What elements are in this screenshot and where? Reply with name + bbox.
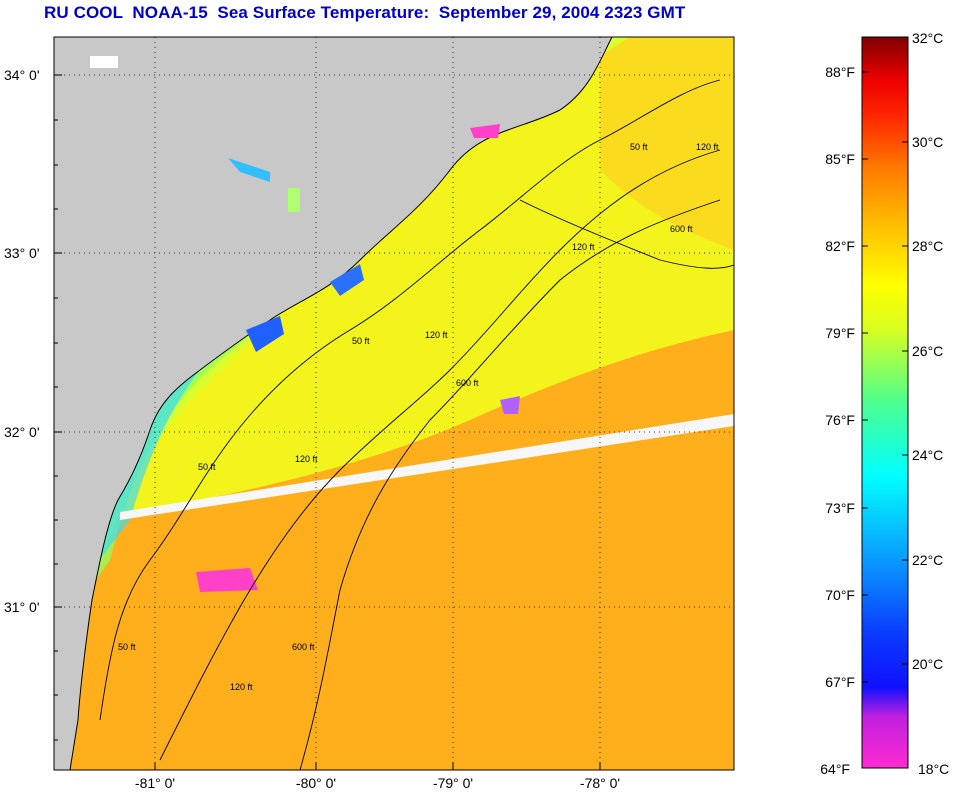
cold-patch xyxy=(246,316,284,352)
isobath-label: 600 ft xyxy=(670,224,693,234)
colorbar-f-label: 73°F xyxy=(825,500,855,516)
map-frame xyxy=(53,36,735,771)
colorbar-f-label: 85°F xyxy=(825,151,855,167)
lon-label: -81° 0' xyxy=(135,775,175,791)
lat-label: 32° 0' xyxy=(4,424,40,440)
swath-gap xyxy=(120,414,734,520)
isobath-label: 50 ft xyxy=(118,642,136,652)
isobath-label: 600 ft xyxy=(292,642,315,652)
colorbar-f-label: 67°F xyxy=(825,674,855,690)
fahrenheit-labels: 88°F 85°F 82°F 79°F 76°F 73°F 70°F 67°F … xyxy=(820,64,855,777)
lon-label: -80° 0' xyxy=(296,775,336,791)
cold-patch xyxy=(330,264,364,296)
sst-map: 50 ft 50 ft 50 ft 50 ft 120 ft 120 ft 12… xyxy=(54,37,734,770)
cold-patch xyxy=(470,124,500,138)
isobath-label: 120 ft xyxy=(295,454,318,464)
lat-label: 33° 0' xyxy=(4,245,40,261)
colorbar-c-label: 20°C xyxy=(912,656,943,672)
longitude-labels: -81° 0' -80° 0' -79° 0' -78° 0' xyxy=(135,775,620,791)
colorbar-c-label: 30°C xyxy=(912,134,943,150)
colorbar-ramp xyxy=(861,36,909,769)
ocean-offshore-band xyxy=(600,37,734,250)
colorbar: 88°F 85°F 82°F 79°F 76°F 73°F 70°F 67°F … xyxy=(820,30,949,777)
isobath-label: 120 ft xyxy=(696,142,719,152)
colorbar-f-label: 79°F xyxy=(825,325,855,341)
cloud-patch xyxy=(90,56,118,68)
isobath-label: 120 ft xyxy=(425,330,448,340)
latitude-labels: 34° 0' 33° 0' 32° 0' 31° 0' xyxy=(4,67,40,615)
isobath-label: 50 ft xyxy=(352,336,370,346)
lat-label: 31° 0' xyxy=(4,599,40,615)
colorbar-f-label: 88°F xyxy=(825,64,855,80)
isobath-label: 120 ft xyxy=(230,682,253,692)
colorbar-c-label: 28°C xyxy=(912,238,943,254)
colorbar-c-label: 26°C xyxy=(912,343,943,359)
colorbar-f-label: 76°F xyxy=(825,412,855,428)
colorbar-f-label: 70°F xyxy=(825,587,855,603)
lat-label: 34° 0' xyxy=(4,67,40,83)
cold-patch xyxy=(500,396,520,414)
colorbar-c-label: 24°C xyxy=(912,447,943,463)
colorbar-f-label: 64°F xyxy=(820,761,850,777)
colorbar-f-label: 82°F xyxy=(825,238,855,254)
lon-label: -78° 0' xyxy=(580,775,620,791)
celsius-labels: 32°C 30°C 28°C 26°C 24°C 22°C 20°C 18°C xyxy=(912,30,949,777)
colorbar-ticks xyxy=(862,71,908,683)
land-area xyxy=(54,37,612,770)
lon-label: -79° 0' xyxy=(433,775,473,791)
isobath-label: 120 ft xyxy=(572,242,595,252)
inland-water xyxy=(228,158,270,182)
colorbar-c-label: 18°C xyxy=(918,761,949,777)
isobath-label: 600 ft xyxy=(456,378,479,388)
axis-ticks xyxy=(54,74,601,770)
colorbar-c-label: 32°C xyxy=(912,30,943,46)
isobath-label: 50 ft xyxy=(630,142,648,152)
colorbar-c-label: 22°C xyxy=(912,552,943,568)
isobath-labels: 50 ft 50 ft 50 ft 50 ft 120 ft 120 ft 12… xyxy=(118,142,719,692)
graticule xyxy=(54,37,734,770)
cold-patch xyxy=(196,568,258,592)
coastline xyxy=(69,37,613,770)
isobath-label: 50 ft xyxy=(198,462,216,472)
map-title: RU COOL NOAA-15 Sea Surface Temperature:… xyxy=(44,3,686,22)
isobaths xyxy=(99,79,734,770)
inland-water xyxy=(288,188,300,212)
